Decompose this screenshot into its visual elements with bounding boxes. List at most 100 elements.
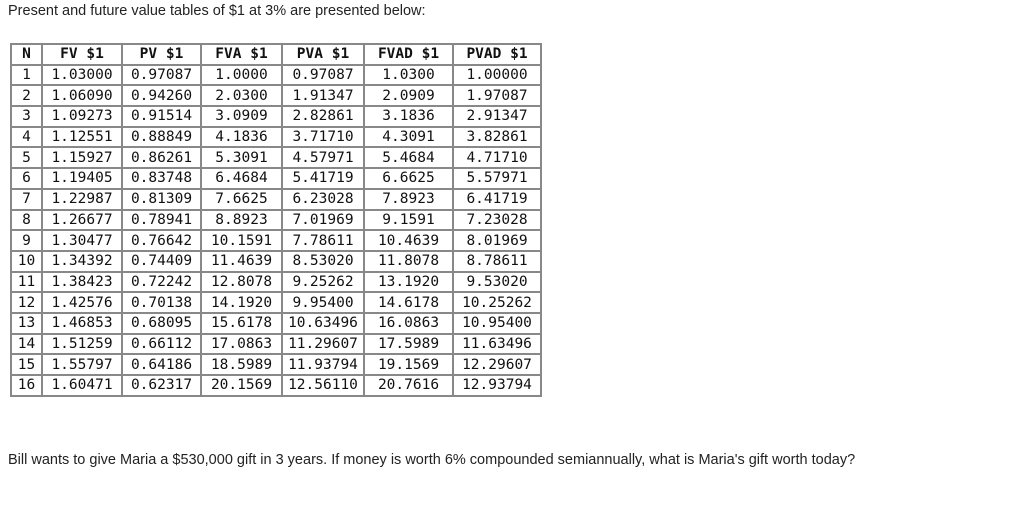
table-cell: 1.00000 (452, 63, 542, 87)
table-cell: 7.8923 (363, 187, 454, 211)
table-cell: 0.72242 (121, 270, 202, 294)
table-cell: 4.57971 (281, 146, 365, 170)
table-row: 8 1.26677 0.78941 8.8923 7.01969 9.1591 7.2302… (10, 208, 542, 232)
table-cell: 1.51259 (41, 332, 123, 356)
table-cell: 19.1569 (363, 353, 454, 376)
table-row: 2 1.06090 0.94260 2.0300 1.91347 2.0909 1.9708… (10, 84, 542, 108)
table-cell: 14.6178 (363, 291, 454, 314)
table-row: 16 1.60471 0.62317 20.1569 12.56110 20.7616 12… (10, 374, 542, 397)
table-cell: 0.94260 (121, 84, 202, 108)
table-row: 7 1.22987 0.81309 7.6625 6.23028 7.8923 6.4171… (10, 187, 542, 211)
table-cell: 11.4639 (200, 249, 283, 273)
table-cell: 1.30477 (41, 229, 123, 252)
table-cell: 9.1591 (363, 208, 454, 232)
table-cell: 2.82861 (281, 105, 365, 128)
table-cell: 0.74409 (121, 249, 202, 273)
question-text: Bill wants to give Maria a $530,000 gift… (8, 452, 856, 468)
table-cell: 3.71710 (281, 125, 365, 149)
table-row: 13 1.46853 0.68095 15.6178 10.63496 16.0863 10… (10, 311, 542, 335)
table-cell: 15.6178 (200, 311, 283, 335)
table-cell: 10.1591 (200, 229, 283, 252)
table-cell: 12 (10, 291, 43, 314)
table-cell: 1.15927 (41, 146, 123, 170)
table-cell: 15 (10, 353, 43, 376)
table-row: 3 1.09273 0.91514 3.0909 2.82861 3.1836 2.9134… (10, 105, 542, 128)
table-cell: 0.81309 (121, 187, 202, 211)
table-cell: 1.38423 (41, 270, 123, 294)
table-cell: 7 (10, 187, 43, 211)
table-row: 11 1.38423 0.72242 12.8078 9.25262 13.1920 9.5… (10, 270, 542, 294)
table-cell: 6.6625 (363, 167, 454, 190)
table-cell: 1.46853 (41, 311, 123, 335)
table-cell: 5.41719 (281, 167, 365, 190)
table-cell: 4 (10, 125, 43, 149)
table-cell: 7.6625 (200, 187, 283, 211)
table-header-row: N FV $1 PV $1 FVA $1 PVA $1 FVAD $1 PVAD $1 (10, 43, 542, 66)
table-cell: 9.25262 (281, 270, 365, 294)
table-cell: 1.19405 (41, 167, 123, 190)
table-row: 15 1.55797 0.64186 18.5989 11.93794 19.1569 12… (10, 353, 542, 376)
table-row: 6 1.19405 0.83748 6.4684 5.41719 6.6625 5.5797… (10, 167, 542, 190)
table-cell: 10.63496 (281, 311, 365, 335)
table-cell: 17.0863 (200, 332, 283, 356)
table-cell: 8.78611 (452, 249, 542, 273)
table-cell: 0.97087 (281, 63, 365, 87)
table-cell: 20.7616 (363, 374, 454, 397)
table-cell: 0.76642 (121, 229, 202, 252)
table-cell: 10.95400 (452, 311, 542, 335)
table-cell: 0.78941 (121, 208, 202, 232)
table-cell: 0.64186 (121, 353, 202, 376)
table-cell: 1.91347 (281, 84, 365, 108)
table-cell: 0.86261 (121, 146, 202, 170)
table-cell: 13 (10, 311, 43, 335)
column-header: FV $1 (41, 43, 123, 66)
table-row: 4 1.12551 0.88849 4.1836 3.71710 4.3091 3.8286… (10, 125, 542, 149)
table-cell: 12.29607 (452, 353, 542, 376)
table-cell: 8 (10, 208, 43, 232)
table-cell: 6.41719 (452, 187, 542, 211)
table-cell: 1.55797 (41, 353, 123, 376)
table-cell: 1.12551 (41, 125, 123, 149)
table-cell: 1.34392 (41, 249, 123, 273)
table-cell: 4.71710 (452, 146, 542, 170)
table-cell: 1.97087 (452, 84, 542, 108)
table-cell: 2.0300 (200, 84, 283, 108)
table-cell: 0.66112 (121, 332, 202, 356)
table-cell: 1 (10, 63, 43, 87)
table-cell: 4.3091 (363, 125, 454, 149)
table-cell: 11.29607 (281, 332, 365, 356)
table-cell: 5.3091 (200, 146, 283, 170)
column-header: FVAD $1 (363, 43, 454, 66)
table-cell: 9.53020 (452, 270, 542, 294)
table-cell: 0.91514 (121, 105, 202, 128)
table-cell: 11.8078 (363, 249, 454, 273)
table-cell: 0.88849 (121, 125, 202, 149)
table-cell: 12.93794 (452, 374, 542, 397)
table-cell: 3.82861 (452, 125, 542, 149)
table-cell: 1.22987 (41, 187, 123, 211)
table-cell: 0.83748 (121, 167, 202, 190)
table-cell: 14 (10, 332, 43, 356)
table-cell: 1.60471 (41, 374, 123, 397)
table-cell: 2.91347 (452, 105, 542, 128)
table-cell: 6 (10, 167, 43, 190)
table-cell: 7.01969 (281, 208, 365, 232)
table-row: 9 1.30477 0.76642 10.1591 7.78611 10.4639 8.01… (10, 229, 542, 252)
table-row: 10 1.34392 0.74409 11.4639 8.53020 11.8078 8.7… (10, 249, 542, 273)
table-cell: 10.4639 (363, 229, 454, 252)
table-cell: 1.0300 (363, 63, 454, 87)
table-cell: 3.0909 (200, 105, 283, 128)
table-cell: 8.53020 (281, 249, 365, 273)
table-cell: 8.01969 (452, 229, 542, 252)
table-cell: 1.06090 (41, 84, 123, 108)
table-cell: 9 (10, 229, 43, 252)
table-cell: 8.8923 (200, 208, 283, 232)
table-cell: 0.70138 (121, 291, 202, 314)
table-cell: 20.1569 (200, 374, 283, 397)
table-cell: 6.23028 (281, 187, 365, 211)
table-cell: 1.09273 (41, 105, 123, 128)
table-cell: 2.0909 (363, 84, 454, 108)
table-cell: 7.23028 (452, 208, 542, 232)
table-cell: 12.56110 (281, 374, 365, 397)
